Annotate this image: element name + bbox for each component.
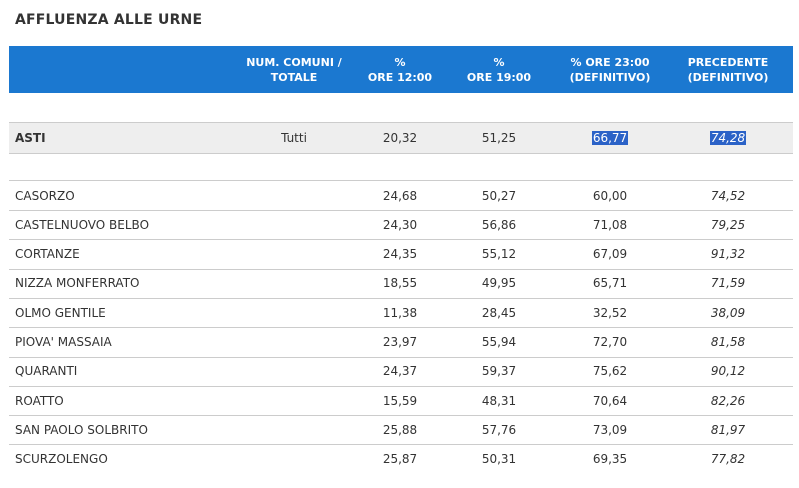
cell-ore19: 56,86 (481, 217, 517, 232)
cell-precedente: 82,26 (710, 393, 746, 408)
header-ore-12: % ORE 12:00 (367, 55, 433, 84)
municipality-name: PIOVA' MASSAIA (15, 335, 112, 349)
summary-row: ASTI Tutti 20,32 51,25 66,77 74,28 (9, 122, 793, 154)
cell-precedente: 81,97 (710, 422, 746, 437)
header-ore-23: % ORE 23:00 (DEFINITIVO) (569, 55, 651, 84)
cell-ore23: 70,64 (592, 393, 628, 408)
summary-name: ASTI (15, 131, 46, 145)
cell-ore12: 24,68 (382, 188, 418, 203)
cell-ore23: 60,00 (592, 188, 628, 203)
cell-ore12: 25,88 (382, 422, 418, 437)
cell-precedente: 71,59 (710, 276, 746, 291)
municipality-name: NIZZA MONFERRATO (15, 276, 140, 291)
cell-ore19: 50,31 (481, 452, 517, 467)
cell-ore19: 28,45 (481, 305, 517, 320)
municipality-name: SCURZOLENGO (15, 452, 108, 467)
table-row: QUARANTI 24,37 59,37 75,62 90,12 (9, 357, 793, 387)
cell-ore19: 50,27 (481, 188, 517, 203)
table-row: ROATTO 15,59 48,31 70,64 82,26 (9, 386, 793, 417)
cell-precedente: 74,52 (710, 188, 746, 203)
cell-ore12: 25,87 (382, 452, 418, 467)
cell-ore19: 49,95 (481, 276, 517, 291)
cell-ore23: 72,70 (592, 335, 628, 349)
cell-ore12: 18,55 (382, 276, 418, 291)
cell-ore23: 75,62 (592, 364, 628, 379)
table-row: NIZZA MONFERRATO 18,55 49,95 65,71 71,59 (9, 269, 793, 299)
table-row: OLMO GENTILE 11,38 28,45 32,52 38,09 (9, 298, 793, 329)
cell-ore23: 65,71 (592, 276, 628, 291)
summary-precedente: 74,28 (709, 131, 747, 145)
municipality-name: ROATTO (15, 393, 64, 408)
summary-ore-23: 66,77 (591, 131, 629, 145)
cell-ore19: 55,12 (481, 247, 517, 262)
cell-ore23: 32,52 (592, 305, 628, 320)
summary-ore-23-cell: 66,77 (555, 123, 665, 153)
table-row: SAN PAOLO SOLBRITO 25,88 57,76 73,09 81,97 (9, 415, 793, 446)
cell-ore12: 11,38 (382, 305, 418, 320)
cell-ore23: 73,09 (592, 422, 628, 437)
table-row: CASORZO 24,68 50,27 60,00 74,52 (9, 181, 793, 211)
table-row: CORTANZE 24,35 55,12 67,09 91,32 (9, 240, 793, 270)
municipality-name: OLMO GENTILE (15, 305, 106, 320)
cell-precedente: 81,58 (710, 335, 746, 349)
table-header: NUM. COMUNI / TOTALE % ORE 12:00 % ORE 1… (9, 46, 793, 93)
municipality-name: CASTELNUOVO BELBO (15, 217, 150, 232)
cell-ore12: 15,59 (382, 393, 418, 408)
cell-ore23: 71,08 (592, 217, 628, 232)
cell-precedente: 90,12 (710, 364, 746, 379)
cell-ore19: 59,37 (481, 364, 517, 379)
cell-ore23: 69,35 (592, 452, 628, 467)
cell-precedente: 91,32 (710, 247, 746, 262)
cell-ore12: 24,35 (382, 247, 418, 262)
municipality-name: SAN PAOLO SOLBRITO (15, 422, 148, 437)
header-precedente: PRECEDENTE (DEFINITIVO) (687, 55, 769, 84)
summary-comuni: Tutti (281, 131, 307, 145)
summary-ore-12: 20,32 (382, 131, 418, 145)
table-row: CASTELNUOVO BELBO 24,30 56,86 71,08 79,25 (9, 210, 793, 241)
divider (9, 180, 793, 181)
cell-precedente: 38,09 (710, 305, 746, 320)
cell-ore12: 23,97 (382, 335, 418, 349)
cell-ore12: 24,37 (382, 364, 418, 379)
municipality-name: CASORZO (15, 188, 75, 203)
cell-ore23: 67,09 (592, 247, 628, 262)
header-ore-19: % ORE 19:00 (466, 55, 532, 84)
page-title: AFFLUENZA ALLE URNE (15, 12, 203, 28)
cell-ore19: 55,94 (481, 335, 517, 349)
summary-ore-19: 51,25 (481, 131, 517, 145)
cell-ore19: 48,31 (481, 393, 517, 408)
header-comuni: NUM. COMUNI / TOTALE (246, 55, 342, 84)
municipality-name: CORTANZE (15, 247, 80, 262)
summary-precedente-cell: 74,28 (673, 123, 783, 153)
cell-ore19: 57,76 (481, 422, 517, 437)
municipality-name: QUARANTI (15, 364, 78, 379)
cell-precedente: 79,25 (710, 217, 746, 232)
table-row: PIOVA' MASSAIA 23,97 55,94 72,70 81,58 (9, 328, 793, 358)
table-row: SCURZOLENGO 25,87 50,31 69,35 77,82 (9, 445, 793, 474)
cell-precedente: 77,82 (710, 452, 746, 467)
cell-ore12: 24,30 (382, 217, 418, 232)
